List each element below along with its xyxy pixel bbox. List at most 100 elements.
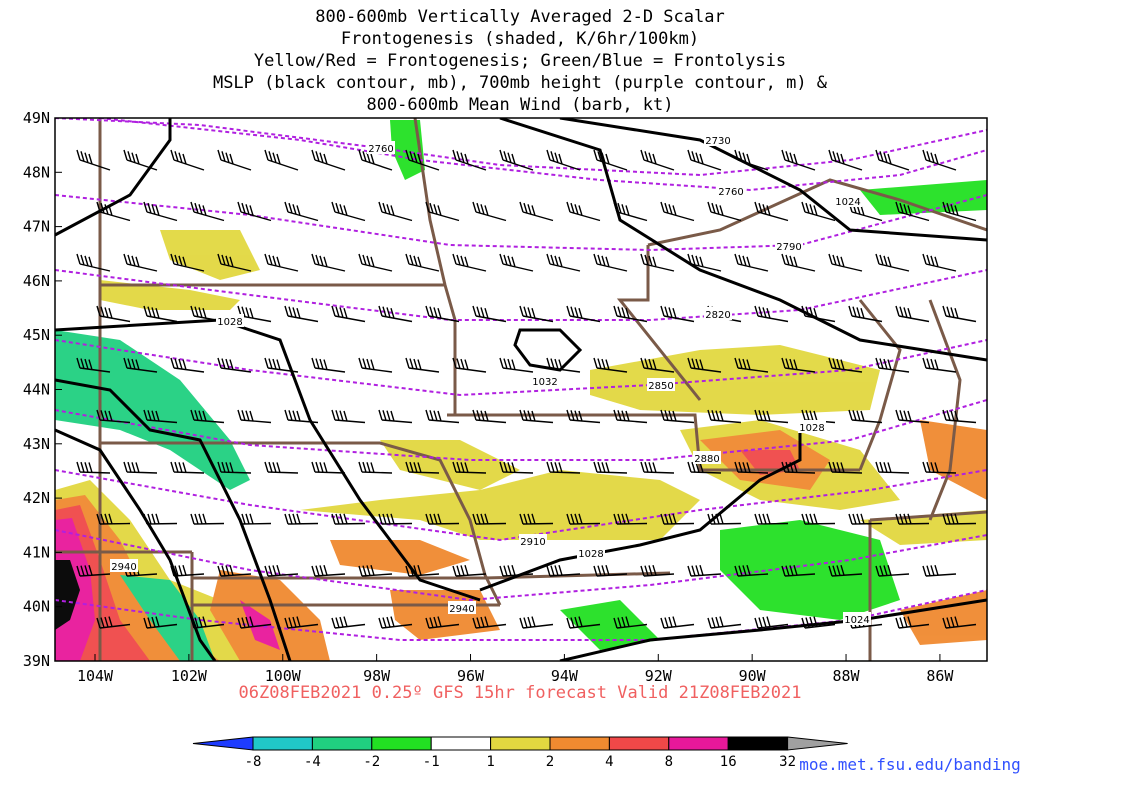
wind-barb bbox=[566, 513, 601, 525]
wind-barb bbox=[687, 149, 722, 171]
wind-barb bbox=[660, 305, 695, 323]
wind-barb bbox=[613, 305, 648, 323]
wind-barb bbox=[546, 357, 581, 373]
colorbar-label: 4 bbox=[605, 754, 613, 770]
lon-label: 92W bbox=[645, 667, 673, 685]
axes: 49N 48N 47N 46N 45N 44N 43N 42N 41N 40N 39N 104W 102… bbox=[23, 109, 955, 685]
wind-barb bbox=[264, 357, 299, 373]
wind-barb bbox=[331, 616, 366, 629]
wind-barb bbox=[801, 305, 836, 323]
contour-label: 2790 bbox=[776, 242, 801, 253]
wind-barb bbox=[828, 149, 863, 171]
contour-label: 2940 bbox=[111, 562, 136, 573]
wind-barb bbox=[170, 357, 205, 373]
wind-barb bbox=[875, 253, 910, 272]
wind-barb bbox=[593, 357, 628, 373]
title-line: MSLP (black contour, mb), 700mb height (… bbox=[213, 73, 828, 93]
contour-label-bg bbox=[704, 307, 732, 320]
wind-barb bbox=[378, 409, 413, 424]
wind-barb bbox=[96, 409, 131, 424]
wind-barb bbox=[237, 305, 272, 323]
wind-barb bbox=[170, 253, 205, 272]
wind-barb bbox=[405, 253, 440, 272]
wind-barb bbox=[358, 253, 393, 272]
wind-barb bbox=[284, 513, 319, 525]
wind-barb bbox=[828, 461, 863, 474]
wind-barb bbox=[687, 461, 722, 474]
wind-barb bbox=[170, 564, 205, 577]
wind-barb bbox=[96, 616, 131, 629]
wind-barb bbox=[640, 461, 675, 474]
lon-label: 96W bbox=[457, 667, 485, 685]
lon-label: 98W bbox=[363, 667, 391, 685]
wind-barb bbox=[942, 409, 977, 424]
wind-barb bbox=[311, 357, 346, 373]
lat-label: 44N bbox=[23, 381, 50, 399]
wind-barb bbox=[472, 409, 507, 424]
wind-barb bbox=[331, 513, 366, 525]
wind-barb bbox=[734, 357, 769, 373]
contour-label: 2730 bbox=[705, 136, 730, 147]
wind-barb bbox=[76, 253, 111, 272]
contour-label-bg bbox=[775, 239, 803, 252]
lon-label: 88W bbox=[832, 667, 860, 685]
wind-barb bbox=[425, 616, 460, 629]
wind-barb bbox=[687, 357, 722, 373]
contour-label-bg bbox=[448, 601, 476, 614]
wind-barb bbox=[378, 201, 413, 222]
wind-barb bbox=[452, 564, 487, 577]
title-block: 800-600mb Vertically Averaged 2-D Scalar… bbox=[213, 7, 828, 115]
colorbar-label: 1 bbox=[486, 754, 494, 770]
wind-barb bbox=[378, 513, 413, 525]
lat-label: 39N bbox=[23, 652, 50, 670]
contour-label: 1024 bbox=[844, 615, 869, 626]
wind-barb bbox=[613, 409, 648, 424]
wind-barb bbox=[895, 513, 930, 525]
wind-barb bbox=[190, 616, 225, 629]
wind-barb bbox=[546, 253, 581, 272]
wind-barb bbox=[264, 564, 299, 577]
wind-barb bbox=[942, 513, 977, 525]
wind-barb bbox=[828, 253, 863, 272]
lon-label: 94W bbox=[551, 667, 579, 685]
wind-barb bbox=[472, 513, 507, 525]
height-contours bbox=[55, 118, 987, 641]
wind-barb bbox=[331, 201, 366, 222]
wind-barb bbox=[76, 357, 111, 373]
wind-barb bbox=[613, 201, 648, 222]
wind-barb bbox=[660, 616, 695, 629]
wind-barb bbox=[942, 616, 977, 629]
contour-label-bg bbox=[647, 378, 675, 391]
wind-barb bbox=[311, 564, 346, 577]
wind-barb bbox=[452, 357, 487, 373]
wind-barb bbox=[519, 513, 554, 525]
contour-label: 1028 bbox=[799, 423, 824, 434]
wind-barb bbox=[217, 564, 252, 577]
wind-barb bbox=[378, 616, 413, 629]
wind-barb bbox=[217, 149, 252, 171]
wind-barb bbox=[828, 564, 863, 577]
wind-barb bbox=[76, 461, 111, 474]
wind-barb bbox=[566, 409, 601, 424]
wind-barb bbox=[499, 564, 534, 577]
wind-barb bbox=[311, 253, 346, 272]
wind-barb bbox=[405, 564, 440, 577]
wind-barb bbox=[425, 201, 460, 222]
wind-barb bbox=[499, 461, 534, 474]
wind-barb bbox=[875, 564, 910, 577]
wind-barb bbox=[264, 253, 299, 272]
wind-barb bbox=[311, 461, 346, 474]
wind-barb bbox=[190, 201, 225, 222]
wind-barb bbox=[687, 564, 722, 577]
wind-barb bbox=[143, 201, 178, 222]
wind-barb bbox=[734, 461, 769, 474]
wind-barb bbox=[922, 564, 957, 577]
contour-label-bg bbox=[519, 534, 547, 547]
colorbar-box bbox=[727, 736, 789, 751]
wind-barb bbox=[640, 357, 675, 373]
wind-barb bbox=[76, 564, 111, 577]
wind-barb bbox=[640, 149, 675, 171]
map: 2760 2730 2760 1024 2790 1028 2820 1032 2850 1028… bbox=[55, 118, 987, 661]
wind-barb bbox=[566, 305, 601, 323]
wind-barb bbox=[781, 564, 816, 577]
